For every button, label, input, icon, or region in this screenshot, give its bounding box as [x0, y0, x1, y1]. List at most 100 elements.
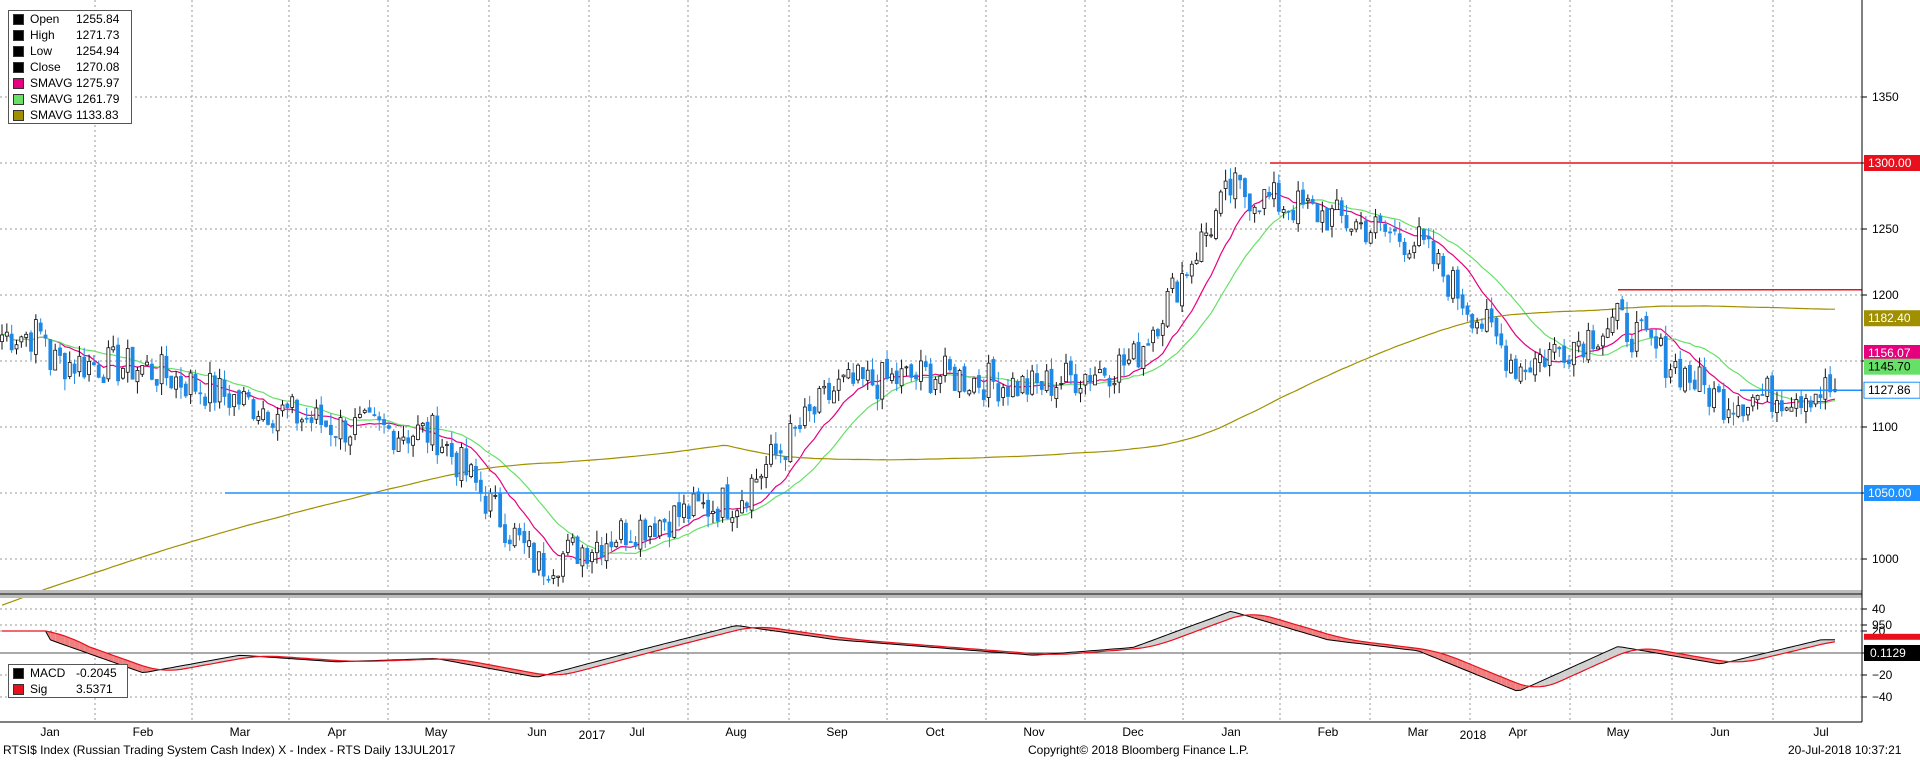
candle-body	[1789, 406, 1794, 412]
candle-body	[474, 465, 478, 483]
candle-body	[769, 444, 773, 465]
macd-fill	[1288, 622, 1294, 630]
candle-body	[773, 443, 778, 455]
candle-body	[1726, 409, 1731, 419]
macd-fill	[1220, 613, 1226, 623]
candle-body	[851, 372, 856, 384]
macd-fill	[127, 660, 133, 670]
macd-fill	[1457, 659, 1463, 669]
macd-fill	[1496, 674, 1502, 685]
macd-fill	[1438, 652, 1444, 662]
month-label: Dec	[1122, 725, 1143, 739]
macd-fill	[1322, 632, 1328, 640]
macd-fill	[60, 634, 65, 646]
macd-fill	[64, 636, 70, 647]
candle-body	[962, 366, 967, 392]
candle-body	[677, 502, 681, 518]
candle-body	[154, 378, 159, 386]
candle-body	[4, 331, 9, 337]
legend-value: 1275.97	[76, 76, 120, 90]
candle-body	[304, 417, 309, 420]
candle-body	[256, 416, 261, 421]
candle-body	[353, 417, 357, 435]
candle-body	[1233, 172, 1238, 200]
macd-fill	[137, 663, 143, 673]
legend-name: Low	[30, 44, 53, 58]
candle-body	[1030, 370, 1035, 395]
candle-body	[203, 396, 208, 406]
month-label: Oct	[926, 725, 945, 739]
macd-fill	[625, 652, 631, 659]
macd-fill	[611, 656, 617, 663]
month-label: May	[1607, 725, 1630, 739]
candle-body	[1654, 336, 1658, 349]
macd-fill	[1588, 657, 1594, 669]
macd-fill	[93, 648, 99, 658]
price-label-text: 1182.40	[1868, 311, 1911, 325]
year-label: 2018	[1460, 728, 1487, 742]
candle-body	[464, 448, 469, 476]
macd-fill	[1172, 631, 1178, 641]
macd-legend: MACD -0.2045 Sig 3.5371	[8, 664, 128, 698]
candle-body	[1765, 377, 1770, 397]
legend-name: Open	[30, 12, 60, 26]
candle-body	[691, 493, 696, 517]
candle-body	[938, 375, 943, 384]
candle-body	[372, 414, 377, 417]
candle-body	[643, 519, 648, 541]
candle-body	[875, 384, 880, 400]
candle-body	[1301, 189, 1305, 205]
legend-entry: Close 1270.08	[9, 59, 131, 75]
candle-body	[9, 333, 14, 351]
macd-fill	[674, 640, 680, 647]
price-label-bg	[1864, 310, 1920, 327]
candle-body	[1697, 366, 1702, 392]
candle-body	[251, 399, 256, 420]
candle-body	[454, 452, 459, 478]
candle-body	[0, 334, 4, 342]
candle-body	[783, 456, 788, 461]
candle-body	[561, 553, 565, 577]
candle-body	[1180, 273, 1184, 307]
macd-fill	[1182, 627, 1187, 637]
candle-body	[357, 413, 362, 418]
candle-body	[623, 522, 628, 546]
candle-body	[1107, 377, 1112, 387]
candle-body	[1199, 231, 1204, 262]
candle-body	[1600, 335, 1605, 347]
candle-body	[1286, 210, 1291, 213]
candle-body	[396, 437, 401, 452]
price-label-text: 1300.00	[1868, 156, 1912, 170]
candle-body	[67, 362, 72, 377]
candle-body	[1562, 345, 1567, 363]
candle-body	[1363, 220, 1368, 243]
candle-body	[1799, 396, 1804, 409]
macd-fill	[1215, 614, 1221, 624]
candle-body	[1151, 329, 1155, 344]
candle-body	[1605, 328, 1610, 338]
candle-body	[1702, 366, 1707, 386]
price-label-text: 1156.07	[1868, 346, 1911, 360]
macd-fill	[1443, 654, 1449, 664]
month-label: Sep	[826, 725, 848, 739]
month-label: Apr	[1509, 725, 1528, 739]
month-label: Mar	[230, 725, 251, 739]
macd-fill	[1307, 628, 1313, 636]
macd-fill	[582, 663, 588, 671]
y-tick-label: 1250	[1872, 222, 1899, 236]
candle-body	[1344, 215, 1349, 229]
candle-body	[1828, 374, 1833, 393]
legend-value: -0.2045	[76, 666, 117, 680]
candle-body	[1020, 375, 1025, 394]
legend-entry: SMAVG 1275.97	[9, 75, 131, 91]
candle-body	[488, 492, 493, 512]
macd-fill	[1554, 672, 1560, 684]
candle-body	[328, 424, 333, 436]
candle-body	[759, 475, 764, 479]
candle-body	[904, 366, 909, 369]
candle-body	[19, 336, 24, 343]
candle-body	[682, 503, 686, 519]
sig-marker	[1864, 633, 1920, 640]
signal-line	[2, 614, 1836, 688]
candle-body	[1214, 210, 1218, 239]
